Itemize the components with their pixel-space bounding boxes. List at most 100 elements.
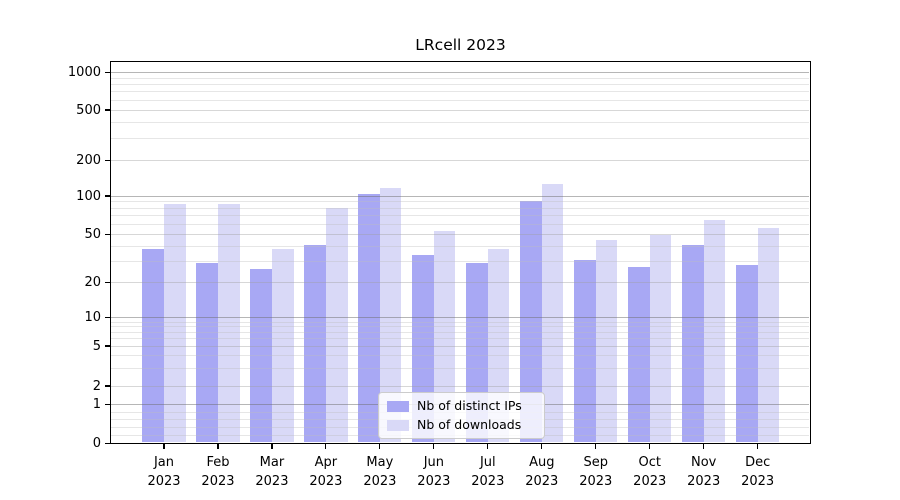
legend-row-downloads: Nb of downloads (387, 418, 535, 432)
gridline-30 (111, 260, 809, 262)
y-tick-label-500: 500 (76, 102, 101, 118)
bar-sep-downloads (595, 239, 618, 443)
x-tick-feb (217, 444, 219, 449)
y-tick-label-1: 1 (92, 396, 101, 412)
y-tick-label-5: 5 (92, 338, 101, 354)
x-tick-label-apr: Apr 2023 (309, 455, 343, 489)
x-tick-oct (649, 444, 651, 449)
x-tick-label-aug: Aug 2023 (525, 455, 559, 489)
gridline-1000 (111, 71, 809, 73)
x-tick-sep (595, 444, 597, 449)
y-tick-label-1000: 1000 (67, 64, 101, 80)
gridline-400 (111, 121, 809, 123)
x-tick-label-jul: Jul 2023 (471, 455, 505, 489)
bar-may-downloads (379, 187, 402, 443)
x-tick-may (379, 444, 381, 449)
bar-sep-distinct-ips (574, 259, 596, 443)
y-tick-10 (105, 317, 110, 319)
gridline-20 (111, 282, 809, 284)
y-tick-label-100: 100 (76, 188, 101, 204)
y-tick-0 (105, 442, 110, 444)
x-tick-aug (541, 444, 543, 449)
legend-swatch-downloads (387, 419, 409, 431)
gridline-80 (111, 207, 809, 209)
gridline-2 (111, 385, 809, 387)
y-tick-1000 (105, 71, 110, 73)
x-tick-label-sep: Sep 2023 (579, 455, 613, 489)
gridline-3 (111, 367, 809, 369)
y-tick-label-0: 0 (92, 435, 101, 451)
bar-apr-downloads (325, 208, 348, 443)
legend-label-downloads: Nb of downloads (417, 417, 522, 432)
gridline-50 (111, 233, 809, 235)
bar-nov-distinct-ips (682, 244, 704, 443)
gridline-9 (111, 321, 809, 323)
gridline-8 (111, 326, 809, 328)
x-tick-dec (757, 444, 759, 449)
gridline-40 (111, 245, 809, 247)
x-tick-label-feb: Feb 2023 (201, 455, 235, 489)
gridline-70 (111, 215, 809, 217)
y-tick-100 (105, 195, 110, 197)
x-tick-label-may: May 2023 (363, 455, 397, 489)
gridline-5 (111, 345, 809, 347)
y-tick-2 (105, 385, 110, 387)
y-tick-200 (105, 160, 110, 162)
gridline-200 (111, 160, 809, 162)
bar-oct-downloads (649, 235, 672, 443)
legend-swatch-distinct-ips (387, 400, 409, 412)
bar-apr-distinct-ips (304, 244, 326, 443)
legend-label-distinct-ips: Nb of distinct IPs (417, 398, 522, 413)
x-tick-label-nov: Nov 2023 (687, 455, 721, 489)
x-tick-jul (487, 444, 489, 449)
y-tick-20 (105, 282, 110, 284)
gridline-900 (111, 77, 809, 79)
x-tick-jan (163, 444, 165, 449)
bar-feb-distinct-ips (196, 263, 218, 443)
gridline-7 (111, 331, 809, 333)
gridline-100 (111, 195, 809, 197)
x-tick-label-dec: Dec 2023 (741, 455, 775, 489)
gridline-700 (111, 91, 809, 93)
bar-feb-downloads (217, 203, 240, 443)
bar-nov-downloads (703, 219, 726, 443)
y-tick-50 (105, 233, 110, 235)
gridline-6 (111, 338, 809, 340)
gridline-10 (111, 317, 809, 319)
gridline-800 (111, 83, 809, 85)
bar-dec-distinct-ips (736, 264, 758, 443)
gridline-4 (111, 355, 809, 357)
legend-row-distinct-ips: Nb of distinct IPs (387, 399, 535, 413)
bar-mar-downloads (271, 248, 294, 443)
x-tick-jun (433, 444, 435, 449)
gridline-300 (111, 137, 809, 139)
bar-oct-distinct-ips (628, 266, 650, 443)
gridline-90 (111, 201, 809, 203)
bar-jan-distinct-ips (142, 248, 164, 443)
x-tick-label-oct: Oct 2023 (633, 455, 667, 489)
bar-jan-downloads (164, 203, 186, 443)
gridline-60 (111, 223, 809, 225)
x-tick-apr (325, 444, 327, 449)
gridline-500 (111, 109, 809, 111)
legend: Nb of distinct IPs Nb of downloads (378, 392, 545, 439)
bar-jun-downloads (433, 231, 456, 443)
bar-aug-downloads (541, 183, 564, 443)
y-tick-label-10: 10 (84, 310, 101, 326)
chart-title: LRcell 2023 (415, 36, 506, 54)
x-tick-nov (703, 444, 705, 449)
plot-area: Nb of distinct IPs Nb of downloads (110, 61, 811, 444)
x-tick-label-mar: Mar 2023 (255, 455, 289, 489)
bar-aug-distinct-ips (520, 200, 542, 443)
x-tick-mar (271, 444, 273, 449)
y-tick-label-2: 2 (92, 378, 101, 394)
x-tick-label-jun: Jun 2023 (417, 455, 451, 489)
gridline-600 (111, 99, 809, 101)
y-tick-500 (105, 109, 110, 111)
y-tick-1 (105, 403, 110, 405)
y-tick-5 (105, 345, 110, 347)
x-tick-label-jan: Jan 2023 (147, 455, 181, 489)
y-tick-label-20: 20 (84, 275, 101, 291)
bar-dec-downloads (757, 228, 780, 443)
